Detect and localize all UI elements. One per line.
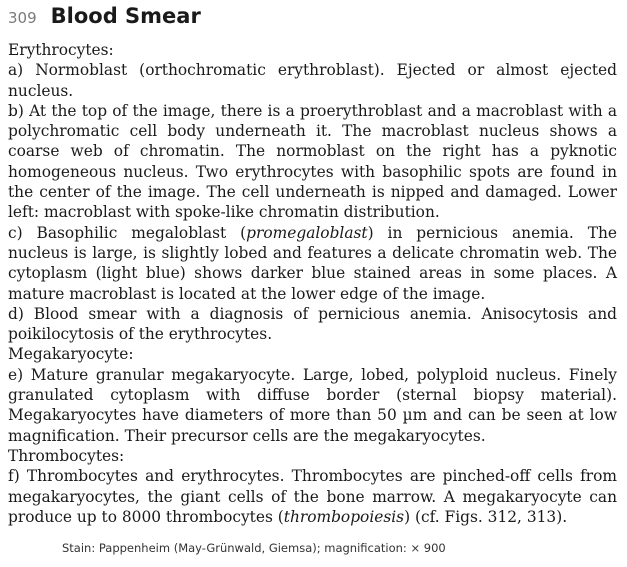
paragraph-c-end: ) in pernicious anemia. The nucleus is l…: [8, 223, 617, 303]
paragraph-f-start: f) Thrombocytes and erythrocytes. Thromb…: [8, 467, 617, 526]
megakaryocyte-heading: Megakaryocyte:: [8, 345, 134, 364]
paragraph-f-term: thrombopoiesis: [283, 507, 405, 526]
stain-note: Stain: Pappenheim (May-Grünwald, Giemsa)…: [62, 541, 446, 555]
paragraph-b: b) At the top of the image, there is a p…: [8, 101, 617, 222]
paragraph-f: f) Thrombocytes and erythrocytes. Thromb…: [8, 466, 617, 527]
thrombocytes-heading: Thrombocytes:: [8, 446, 125, 465]
page-number: 309: [8, 9, 37, 27]
paragraph-c-term: promegaloblast: [246, 223, 368, 242]
page-title: Blood Smear: [50, 4, 201, 28]
paragraph-c: c) Basophilic megaloblast (promegaloblas…: [8, 223, 617, 304]
paragraph-a: a) Normoblast (orthochromatic erythrobla…: [8, 61, 617, 100]
erythrocytes-heading: Erythrocytes:: [8, 41, 114, 59]
paragraph-d: d) Blood smear with a diagnosis of perni…: [8, 304, 617, 344]
body-text: Erythrocytes: a) Normoblast (orthochroma…: [8, 40, 617, 527]
paragraph-c-start: c) Basophilic megaloblast (: [8, 223, 247, 242]
page-header: 309 Blood Smear: [8, 4, 201, 34]
paragraph-f-end: ) (cf. Figs. 312, 313).: [404, 507, 568, 526]
paragraph-e: e) Mature granular megakaryocyte. Large,…: [8, 365, 617, 445]
